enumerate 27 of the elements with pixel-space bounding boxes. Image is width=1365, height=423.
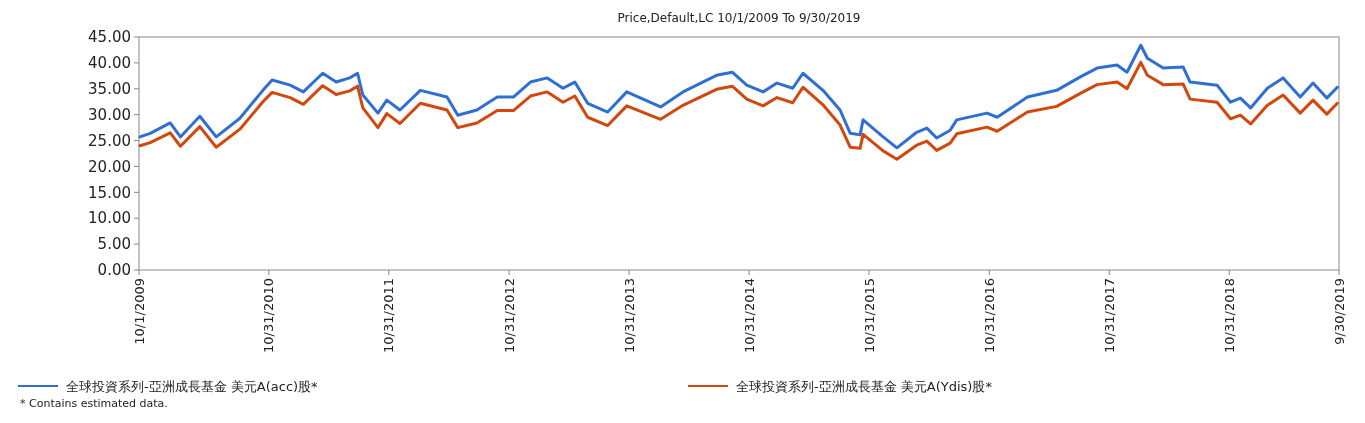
x-tick-label: 10/1/2009 [131,278,147,345]
x-tick-label: 10/31/2018 [1221,278,1237,353]
chart-title: Price,Default,LC 10/1/2009 To 9/30/2019 [617,11,861,25]
y-tick-label: 15.00 [88,183,131,202]
y-tick-label: 30.00 [88,105,131,124]
y-tick-label: 35.00 [88,80,131,99]
legend-label: 全球投資系列-亞洲成長基金 美元A(Ydis)股* [736,378,993,394]
y-tick-label: 45.00 [88,28,131,47]
x-tick-label: 10/31/2017 [1101,278,1117,353]
y-tick-label: 20.00 [88,157,131,176]
x-tick-label: 10/31/2011 [381,278,397,353]
x-tick-label: 10/31/2016 [981,278,997,353]
x-tick-label: 10/31/2013 [621,278,637,353]
line-series [138,60,1339,161]
y-tick-label: 40.00 [88,54,131,73]
legend-label: 全球投資系列-亞洲成長基金 美元A(acc)股* [66,378,319,394]
y-tick-label: 5.00 [97,235,131,254]
y-tick-label: 10.00 [88,209,131,228]
x-tick-label: 10/31/2014 [741,278,757,353]
text: * Contains estimated data. [20,397,168,410]
x-tick-label: 10/31/2012 [501,278,517,353]
line-series [138,43,1339,150]
y-tick-label: 0.00 [97,261,131,280]
x-tick-label: 10/31/2015 [861,278,877,353]
y-tick-label: 25.00 [88,131,131,150]
x-tick-label: 10/31/2010 [261,278,277,353]
x-tick-label: 9/30/2019 [1331,278,1347,345]
